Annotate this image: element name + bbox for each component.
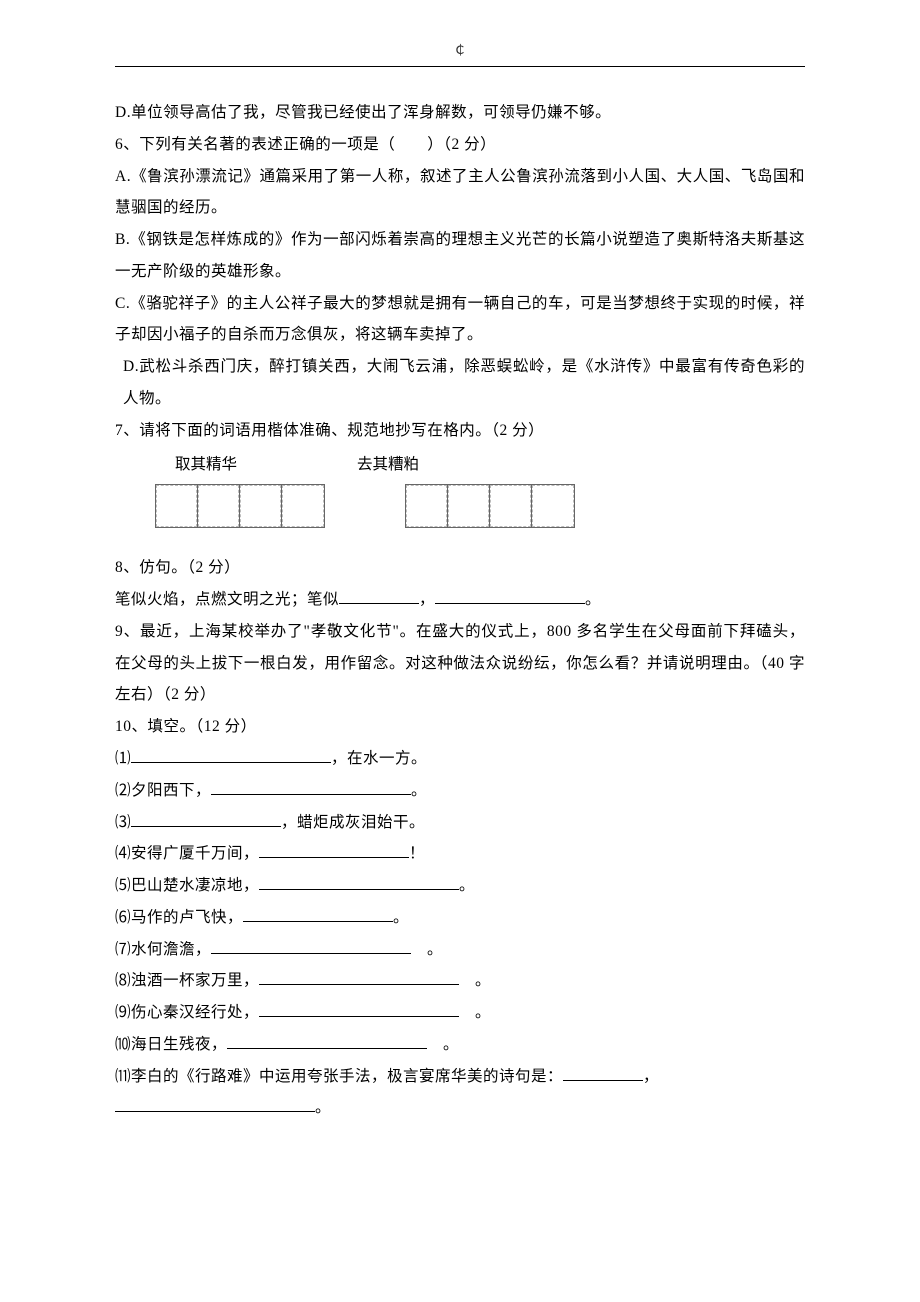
q10-item-blank[interactable]: [259, 984, 459, 985]
writing-cell[interactable]: [156, 485, 198, 527]
q10-item: ⑹马作的卢飞快， 。: [115, 902, 805, 934]
q10-item: ⑽海日生残夜， 。: [115, 1029, 805, 1061]
q8-suffix: 。: [585, 591, 601, 608]
writing-cell[interactable]: [448, 485, 490, 527]
q10-item-prefix: ⑹: [115, 909, 131, 926]
q8-stem: 8、仿句。（2 分）: [115, 552, 805, 584]
q10-item-blank[interactable]: [211, 953, 411, 954]
q10-item-prefix: ⑷: [115, 845, 131, 862]
q10-item: ⑼伤心秦汉经行处， 。: [115, 997, 805, 1029]
q10-item-before: 安得广厦千万间，: [131, 845, 259, 862]
q5-option-d: D.单位领导高估了我，尽管我已经使出了浑身解数，可领导仍嫌不够。: [115, 97, 805, 129]
q10-stem: 10、填空。（12 分）: [115, 711, 805, 743]
q8-mid: ，: [419, 591, 435, 608]
header-divider: [115, 66, 805, 67]
q10-item-blank[interactable]: [259, 1016, 459, 1017]
q10-item-after: ，在水一方。: [331, 750, 427, 767]
q10-item-blank[interactable]: [131, 826, 281, 827]
q10-item-after: 。: [459, 972, 491, 989]
q10-item: ⑸巴山楚水凄凉地， 。: [115, 870, 805, 902]
q10-item-before: 浊酒一杯家万里，: [131, 972, 259, 989]
q10-item-prefix: ⑵: [115, 782, 131, 799]
q10-item-prefix: ⑸: [115, 877, 131, 894]
q10-item-before: 水何澹澹，: [131, 941, 211, 958]
q10-item-after: 。: [411, 941, 443, 958]
q10-item: ⑻浊酒一杯家万里， 。: [115, 965, 805, 997]
q10-item-before: 伤心秦汉经行处，: [131, 1004, 259, 1021]
q10-item: ⑺水何澹澹， 。: [115, 934, 805, 966]
document-page: ￠ D.单位领导高估了我，尽管我已经使出了浑身解数，可领导仍嫌不够。 6、下列有…: [0, 0, 920, 1302]
q7-word-right: 去其糟粕: [357, 452, 419, 474]
q7-boxes-row: [155, 484, 805, 528]
q10-item-11-line2: 。: [115, 1092, 805, 1124]
q7-box-group-right[interactable]: [405, 484, 575, 528]
q10-item-prefix: ⑼: [115, 1004, 131, 1021]
q10-item-after: 。: [459, 877, 475, 894]
q6-option-c: C.《骆驼祥子》的主人公祥子最大的梦想就是拥有一辆自己的车，可是当梦想终于实现的…: [115, 288, 805, 352]
writing-cell[interactable]: [490, 485, 532, 527]
q10-item-blank[interactable]: [227, 1048, 427, 1049]
q10-item-11-mid: ，: [643, 1068, 659, 1085]
q10-item-blank[interactable]: [131, 762, 331, 763]
writing-cell[interactable]: [406, 485, 448, 527]
q10-item-11: ⑾李白的《行路难》中运用夸张手法，极言宴席华美的诗句是： ，: [115, 1061, 805, 1093]
q10-item-prefix: ⑻: [115, 972, 131, 989]
q10-item-blank[interactable]: [259, 857, 409, 858]
q10-item-blank[interactable]: [243, 921, 393, 922]
q10-item-after: 。: [393, 909, 409, 926]
q10-item-before: 海日生残夜，: [131, 1036, 227, 1053]
q10-item-11-end: 。: [315, 1099, 331, 1116]
q6-option-d: D.武松斗杀西门庆，醉打镇关西，大闹飞云浦，除恶蜈蚣岭，是《水浒传》中最富有传奇…: [115, 351, 805, 415]
q10-item: ⑶ ，蜡炬成灰泪始干。: [115, 807, 805, 839]
q10-item: ⑷安得广厦千万间， ！: [115, 838, 805, 870]
writing-cell[interactable]: [282, 485, 324, 527]
q10-item-before: 夕阳西下，: [131, 782, 211, 799]
q10-item-after: ，蜡炬成灰泪始干。: [281, 814, 425, 831]
q10-item-after: ！: [409, 845, 425, 862]
q10-item-blank[interactable]: [259, 889, 459, 890]
writing-cell[interactable]: [532, 485, 574, 527]
header-marker: ￠: [115, 40, 805, 60]
q6-option-a: A.《鲁滨孙漂流记》通篇采用了第一人称，叙述了主人公鲁滨孙流落到小人国、大人国、…: [115, 161, 805, 225]
q10-item-11-text: 李白的《行路难》中运用夸张手法，极言宴席华美的诗句是：: [131, 1068, 563, 1085]
q7-stem: 7、请将下面的词语用楷体准确、规范地抄写在格内。（2 分）: [115, 415, 805, 447]
q10-list: ⑴ ，在水一方。 ⑵夕阳西下， 。 ⑶ ，蜡炬成灰泪始干。 ⑷安得广厦千万间， ！ ⑸巴山楚水凄…: [115, 743, 805, 1061]
q6-option-b: B.《钢铁是怎样炼成的》作为一部闪烁着崇高的理想主义光芒的长篇小说塑造了奥斯特洛…: [115, 224, 805, 288]
q7-words-row: 取其精华 去其糟粕: [175, 452, 805, 474]
q8-blank-1[interactable]: [339, 603, 419, 604]
q8-blank-2[interactable]: [435, 603, 585, 604]
q7-word-left: 取其精华: [175, 452, 237, 474]
q10-item-before: 马作的卢飞快，: [131, 909, 243, 926]
q10-item: ⑵夕阳西下， 。: [115, 775, 805, 807]
writing-cell[interactable]: [240, 485, 282, 527]
q10-item-prefix: ⑾: [115, 1068, 131, 1085]
q7-box-group-left[interactable]: [155, 484, 325, 528]
q9-text: 9、最近，上海某校举办了"孝敬文化节"。在盛大的仪式上，800 多名学生在父母面…: [115, 616, 805, 711]
q10-item-prefix: ⑶: [115, 814, 131, 831]
q10-item-prefix: ⑺: [115, 941, 131, 958]
q10-item-prefix: ⑽: [115, 1036, 131, 1053]
q8-prefix: 笔似火焰，点燃文明之光；笔似: [115, 591, 339, 608]
q10-item-after: 。: [427, 1036, 459, 1053]
q10-item-after: 。: [459, 1004, 491, 1021]
q10-item-11-blank-2[interactable]: [115, 1111, 315, 1112]
q10-item-11-blank-1[interactable]: [563, 1080, 643, 1081]
q10-item-after: 。: [411, 782, 427, 799]
q10-item-blank[interactable]: [211, 794, 411, 795]
q10-item-before: 巴山楚水凄凉地，: [131, 877, 259, 894]
q8-body: 笔似火焰，点燃文明之光；笔似 ， 。: [115, 584, 805, 616]
writing-cell[interactable]: [198, 485, 240, 527]
q10-item: ⑴ ，在水一方。: [115, 743, 805, 775]
q10-item-prefix: ⑴: [115, 750, 131, 767]
q6-stem: 6、下列有关名著的表述正确的一项是（ ）（2 分）: [115, 129, 805, 161]
